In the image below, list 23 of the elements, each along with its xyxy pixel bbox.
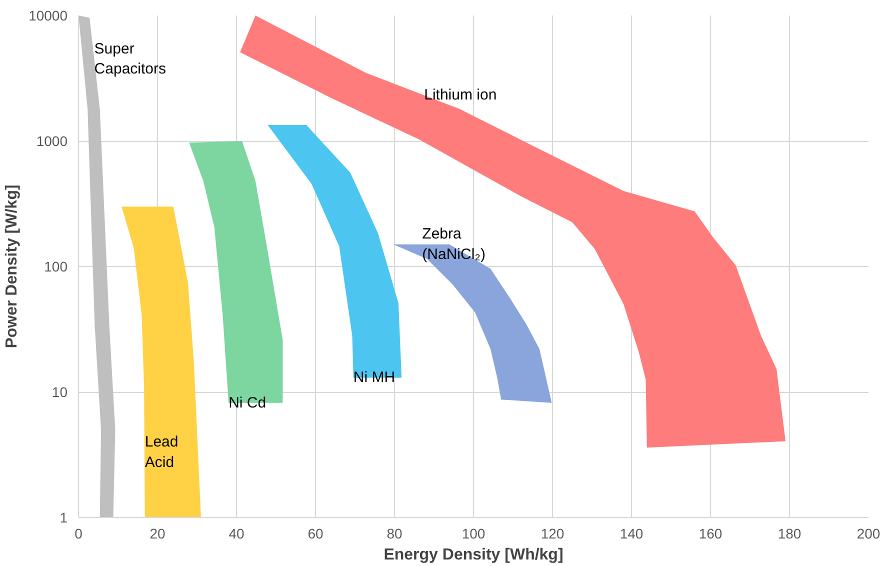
x-tick-label: 160	[698, 526, 722, 542]
y-tick-label: 1000	[36, 133, 68, 149]
y-tick-label: 10	[52, 384, 68, 400]
y-axis-title: Power Density [W/kg]	[4, 184, 21, 348]
x-tick-label: 100	[462, 526, 486, 542]
x-tick-label: 200	[856, 526, 880, 542]
x-tick-label: 80	[386, 526, 402, 542]
y-tick-label: 1	[60, 510, 68, 526]
x-tick-label: 140	[620, 526, 644, 542]
x-tick-label: 20	[150, 526, 166, 542]
annotation: Zebra (NaNiCl₂)	[422, 226, 486, 264]
y-tick-label: 100	[44, 258, 68, 274]
x-axis-title: Energy Density [Wh/kg]	[384, 546, 564, 564]
x-tick-label: 60	[308, 526, 324, 542]
x-tick-label: 120	[540, 526, 564, 542]
y-tick-label: 10000	[28, 8, 68, 24]
x-tick-label: 180	[778, 526, 802, 542]
x-tick-label: 40	[228, 526, 244, 542]
x-tick-label: 0	[74, 526, 83, 542]
annotation: Lead Acid	[144, 434, 178, 472]
annotation: Lithium ion	[424, 86, 497, 104]
annotation: Super Capacitors	[94, 40, 166, 78]
annotation: Ni Cd	[228, 394, 266, 412]
